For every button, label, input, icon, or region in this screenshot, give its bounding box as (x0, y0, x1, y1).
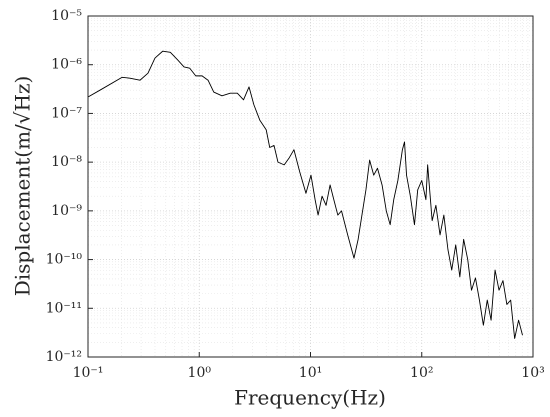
x-tick-label: 10¹ (299, 365, 322, 381)
x-axis-label: Frequency(Hz) (234, 386, 386, 410)
y-tick-label: 10⁻¹⁰ (46, 252, 83, 268)
plot-area (87, 50, 523, 339)
x-tick-label: 10⁻¹ (73, 365, 104, 381)
y-tick-label: 10⁻¹¹ (46, 300, 82, 316)
axes-box (87, 15, 534, 358)
y-tick-label: 10⁻⁹ (51, 203, 82, 219)
x-tick-label: 10² (410, 365, 433, 381)
y-tick-label: 10⁻⁸ (51, 154, 82, 170)
y-axis-label: Displacement(m/√Hz) (11, 76, 35, 297)
data-line (87, 50, 523, 339)
y-tick-label: 10⁻¹² (46, 349, 82, 365)
y-tick-label: 10⁻⁶ (51, 57, 82, 73)
x-tick-label: 10³ (521, 365, 544, 381)
grid (87, 15, 534, 358)
y-tick-label: 10⁻⁷ (51, 105, 82, 121)
y-tick-label: 10⁻⁵ (51, 8, 82, 24)
x-tick-label: 10⁰ (188, 365, 212, 381)
